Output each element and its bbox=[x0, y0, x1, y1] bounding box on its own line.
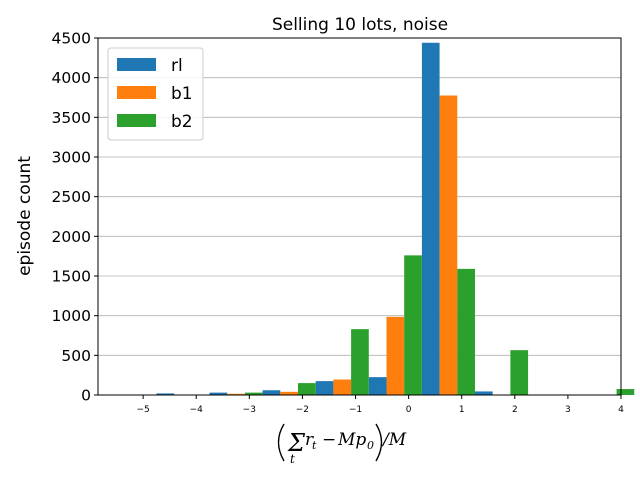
x-tick-label: −2 bbox=[296, 405, 309, 415]
bar-b1 bbox=[386, 316, 405, 395]
xlabel-Mp: Mp bbox=[337, 430, 366, 450]
sum-index: t bbox=[290, 452, 295, 466]
y-axis-label: episode count bbox=[15, 156, 35, 276]
y-tick-label: 1000 bbox=[52, 307, 91, 325]
bar-b1 bbox=[333, 379, 352, 395]
y-tick-label: 3000 bbox=[52, 149, 91, 167]
xlabel-zero-sub: 0 bbox=[367, 439, 374, 452]
bar-b1 bbox=[439, 95, 458, 396]
y-tick-label: 3500 bbox=[52, 109, 91, 127]
x-tick-label: 1 bbox=[459, 405, 465, 415]
legend-label-b1: b1 bbox=[171, 84, 193, 104]
y-axis-ticks: 0 500 1000 1500 2000 2500 3000 3500 4000 4500 bbox=[52, 30, 98, 405]
bar-b2 bbox=[510, 350, 529, 395]
legend-label-rl: rl bbox=[171, 56, 183, 76]
bar-b2 bbox=[244, 392, 263, 395]
x-tick-label: −4 bbox=[190, 405, 204, 415]
x-tick-label: −3 bbox=[243, 405, 256, 415]
bar-rl bbox=[315, 381, 334, 395]
bar-b2 bbox=[616, 389, 635, 395]
xlabel-minus: − bbox=[322, 430, 336, 450]
x-tick-label: 2 bbox=[512, 405, 518, 415]
y-tick-label: 4500 bbox=[52, 30, 91, 48]
legend-label-b2: b2 bbox=[171, 112, 193, 132]
sum-symbol: Σ bbox=[287, 429, 306, 457]
y-tick-label: 0 bbox=[81, 387, 91, 405]
legend-swatch-b2 bbox=[117, 114, 156, 127]
y-tick-label: 2000 bbox=[52, 228, 91, 246]
xlabel-r: r bbox=[305, 430, 314, 450]
bar-rl bbox=[421, 42, 440, 395]
x-tick-label: 4 bbox=[618, 405, 624, 415]
y-tick-label: 4000 bbox=[52, 69, 91, 87]
bar-b1 bbox=[227, 393, 245, 395]
y-tick-label: 2500 bbox=[52, 188, 91, 206]
legend-swatch-b1 bbox=[117, 86, 156, 99]
bars bbox=[103, 42, 635, 396]
legend: rl b1 b2 bbox=[107, 47, 204, 141]
bar-rl bbox=[156, 393, 175, 395]
x-tick-label: −5 bbox=[136, 405, 149, 415]
axes-frame bbox=[97, 37, 622, 396]
bar-b1 bbox=[280, 391, 298, 395]
bar-rl bbox=[262, 390, 281, 395]
bar-rl bbox=[474, 391, 493, 395]
y-tick-label: 1500 bbox=[52, 268, 91, 286]
x-axis-ticks: −5 −4 −3 −2 −1 0 1 2 3 4 bbox=[136, 395, 624, 415]
bar-b2 bbox=[457, 268, 475, 395]
x-tick-label: 3 bbox=[565, 405, 571, 415]
x-tick-label: 0 bbox=[406, 405, 412, 415]
bar-rl bbox=[368, 377, 387, 395]
legend-swatch-rl bbox=[117, 58, 156, 71]
bar-rl bbox=[209, 392, 228, 395]
y-tick-label: 500 bbox=[61, 347, 91, 365]
bar-b2 bbox=[297, 383, 316, 395]
xlabel-slash-M: /M bbox=[381, 430, 407, 450]
x-tick-label: −1 bbox=[349, 405, 362, 415]
x-axis-label: Σ t r t − Mp 0 /M bbox=[277, 423, 407, 466]
bar-b2 bbox=[404, 255, 422, 395]
bar-b2 bbox=[351, 329, 369, 395]
xlabel-t-sub: t bbox=[312, 439, 317, 452]
chart-title: Selling 10 lots, noise bbox=[272, 15, 448, 35]
